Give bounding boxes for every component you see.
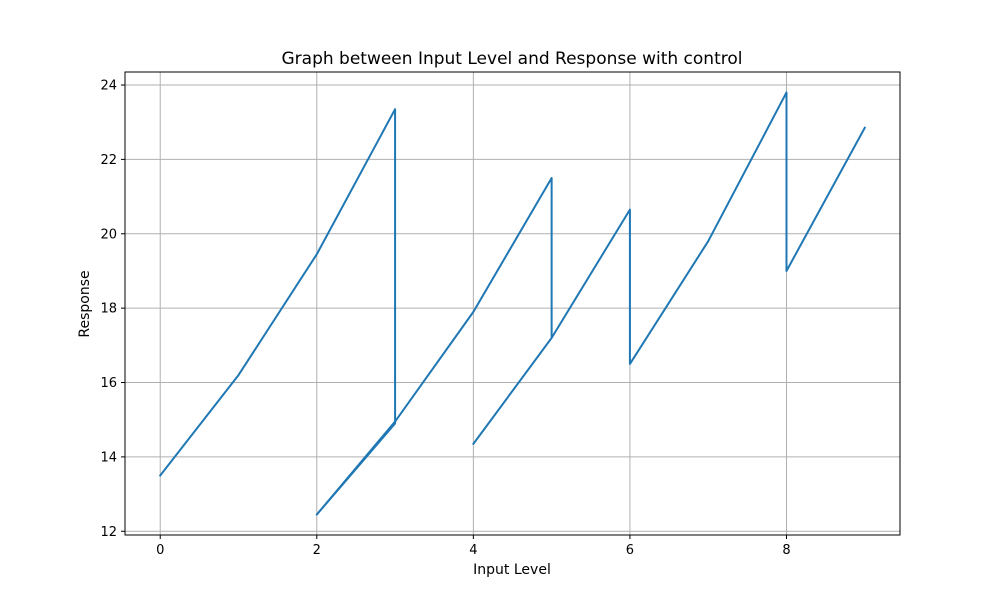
chart-title: Graph between Input Level and Response w… [281, 49, 742, 69]
y-tick-label: 16 [100, 376, 117, 391]
x-axis-ticks: 0 2 4 6 8 [156, 535, 791, 558]
x-axis-label: Input Level [473, 562, 551, 578]
y-tick-label: 20 [100, 227, 117, 242]
x-tick-label: 4 [469, 543, 477, 558]
y-tick-label: 12 [100, 525, 117, 540]
x-tick-label: 2 [313, 543, 321, 558]
x-tick-label: 0 [156, 543, 164, 558]
y-tick-label: 14 [100, 450, 117, 465]
series-layer [158, 91, 867, 516]
x-tick-label: 6 [626, 543, 634, 558]
y-tick-label: 24 [100, 79, 117, 94]
y-tick-label: 18 [100, 302, 117, 317]
plot-area-frame [124, 71, 901, 536]
y-axis-label: Response [77, 270, 93, 337]
grid-lines [125, 72, 900, 535]
y-axis-ticks: 12 14 16 18 20 22 24 [100, 79, 125, 540]
response-series-line [158, 91, 867, 516]
x-tick-label: 8 [782, 543, 790, 558]
y-tick-label: 22 [100, 153, 117, 168]
